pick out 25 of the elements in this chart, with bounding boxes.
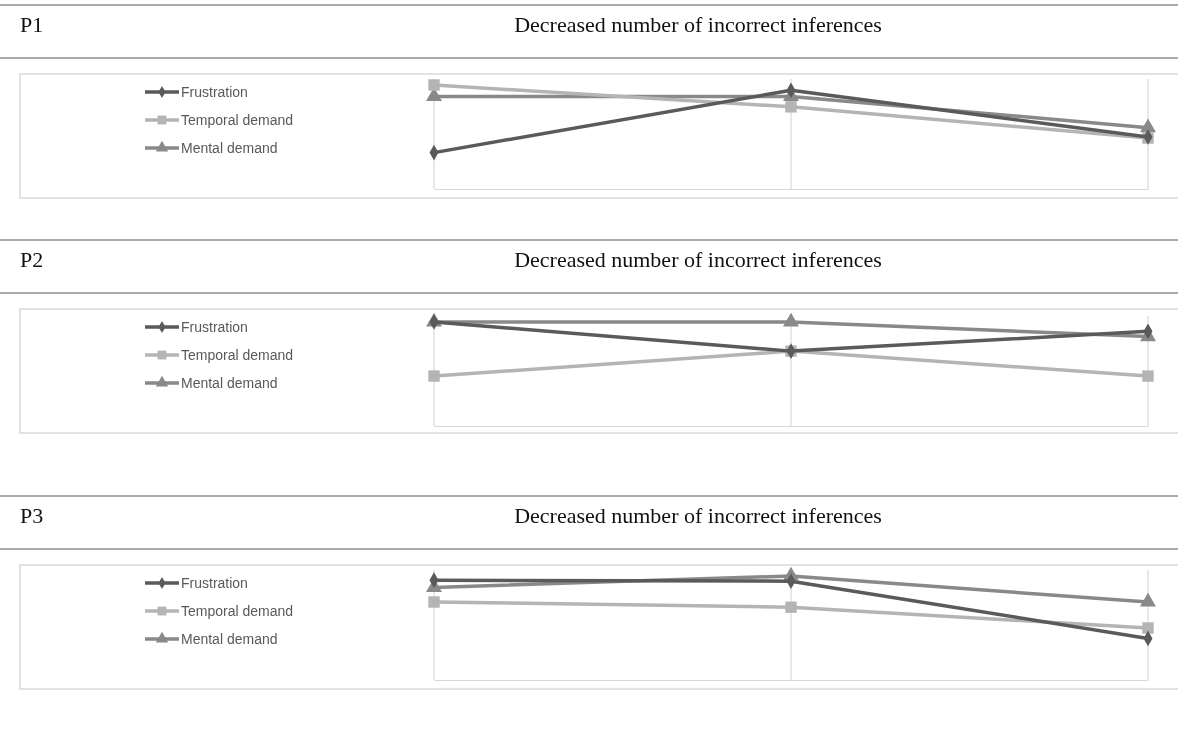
chart-title: Decreased number of incorrect inferences: [514, 12, 882, 37]
text: P1: [20, 12, 44, 37]
legend-label: Temporal demand: [181, 603, 294, 619]
point: [428, 370, 440, 382]
legend-label: Mental demand: [181, 375, 278, 391]
point: [785, 101, 797, 113]
point: [1142, 622, 1154, 634]
legend-label: Temporal demand: [181, 347, 294, 363]
point: [1140, 118, 1156, 133]
point: [1142, 370, 1154, 382]
legend-label: Frustration: [181, 84, 248, 100]
legend-label: Mental demand: [181, 631, 278, 647]
text: P2: [20, 247, 44, 272]
point: [428, 596, 440, 608]
legend-label: Temporal demand: [181, 112, 294, 128]
legend-label: Frustration: [181, 575, 248, 591]
point: [428, 79, 440, 91]
legend-label: Frustration: [181, 319, 248, 335]
point: [1140, 592, 1156, 607]
point: [783, 312, 799, 327]
text: P3: [20, 503, 44, 528]
chart-title: Decreased number of incorrect inferences: [514, 247, 882, 272]
point: [785, 601, 797, 613]
legend-label: Mental demand: [181, 140, 278, 156]
chart-title: Decreased number of incorrect inferences: [514, 503, 882, 528]
